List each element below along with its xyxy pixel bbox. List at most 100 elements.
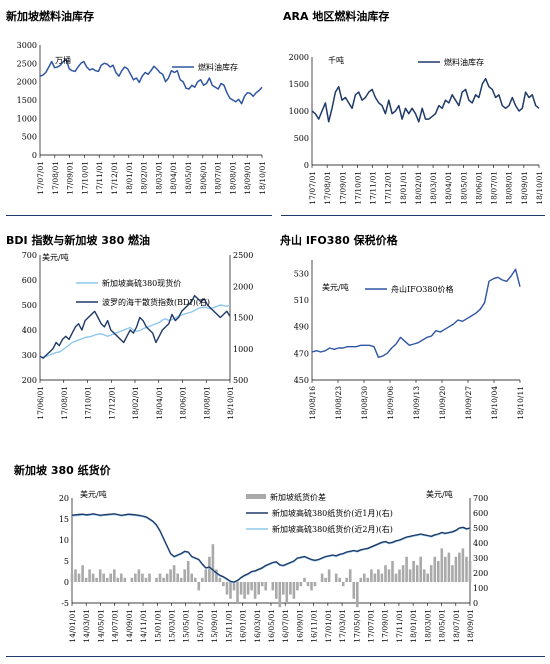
c2-ytick-3: 1500	[289, 80, 309, 89]
c3-right-ytick-2: 1500	[233, 314, 253, 323]
c5-xtick-19: 17/03/01	[338, 609, 347, 643]
c5-bar-110	[458, 552, 461, 582]
c5-bar-98	[415, 565, 419, 582]
c1-xtick-6: 18/01/01	[125, 161, 134, 195]
c5-bar-42	[218, 577, 222, 582]
panel-title-bdi-vs-sg380: BDI 指数与新加坡 380 燃油	[6, 234, 151, 247]
c5-bar-30	[176, 573, 179, 582]
panel-title-zhoushan-ifo380: 舟山 IFO380 保税价格	[280, 234, 398, 247]
c3-xtick-3: 17/12/01	[107, 386, 116, 420]
c5-xtick-0: 14/01/01	[68, 609, 77, 643]
c5-bar-82	[359, 577, 363, 582]
c5-bar-85	[370, 569, 373, 582]
c3-legend-bdi-label: 波罗的海干散货指数(BDI)(右)	[102, 297, 210, 307]
c2-unit-label: 千吨	[328, 55, 344, 65]
c5-bar-95	[405, 556, 408, 582]
c5-bar-31	[179, 577, 183, 582]
c2-xtick-8: 18/03/01	[429, 171, 438, 205]
c5-xtick-23: 17/11/01	[395, 609, 404, 643]
c5-bar-106	[444, 556, 447, 582]
c5-bar-79	[348, 569, 352, 582]
c5-bar-12	[113, 569, 116, 582]
c5-bar-32	[183, 569, 186, 582]
c5-bar-69	[313, 582, 317, 587]
c3-right-ytick-4: 2500	[233, 251, 253, 260]
c5-bar-34	[190, 573, 193, 582]
c5-left-ytick-0: -5	[61, 599, 69, 608]
c1-xtick-5: 17/12/01	[110, 161, 119, 195]
c4-xtick-4: 18/09/13	[412, 386, 421, 420]
c2-xtick-10: 18/05/01	[459, 171, 468, 205]
c5-bar-37	[201, 577, 204, 582]
c2-xtick-9: 18/04/01	[444, 171, 453, 205]
c5-bar-43	[222, 582, 225, 587]
c5-xtick-14: 16/05/01	[267, 609, 276, 643]
c4-xtick-7: 18/10/04	[490, 386, 499, 420]
c4-ytick-2: 490	[294, 323, 309, 332]
c5-bar-87	[377, 569, 380, 582]
c1-xtick-2: 17/09/01	[66, 161, 75, 195]
c5-bar-91	[391, 561, 394, 582]
c5-bar-111	[461, 548, 465, 582]
c5-right-ytick-6: 600	[473, 509, 488, 518]
c5-bar-7	[95, 577, 98, 582]
c3-legend-sg380-label: 新加坡高硫380现货价	[102, 278, 181, 288]
c5-bar-27	[165, 573, 169, 582]
c3-xtick-7: 18/08/01	[202, 386, 211, 420]
c5-xtick-17: 16/11/01	[310, 609, 319, 643]
c3-right-ytick-1: 1000	[233, 345, 253, 354]
c5-bar-62	[289, 582, 292, 595]
c1-ytick-5: 2500	[17, 59, 37, 68]
c5-unit-left: 美元/吨	[80, 489, 107, 499]
c3-series-bdi	[39, 294, 231, 359]
c5-right-ytick-0: 0	[473, 599, 478, 608]
c5-bar-53	[257, 582, 260, 595]
c5-xtick-16: 16/09/01	[295, 609, 304, 643]
c5-bar-58	[275, 582, 278, 599]
c5-bar-75	[334, 573, 338, 582]
c5-bar-19	[137, 569, 141, 582]
c5-xtick-25: 18/03/01	[423, 609, 432, 643]
c5-bar-112	[465, 556, 468, 582]
c5-bar-57	[271, 582, 275, 591]
c4-ytick-1: 470	[294, 349, 309, 358]
c5-xtick-1: 14/03/01	[82, 609, 91, 643]
c5-xtick-6: 15/01/01	[153, 609, 162, 643]
c5-bar-107	[447, 552, 451, 582]
c3-xtick-5: 18/04/01	[155, 386, 164, 420]
c4-xtick-1: 18/08/23	[334, 386, 343, 420]
c5-bar-6	[91, 573, 95, 582]
panel-title-sg-fuel-inventory: 新加坡燃料油库存	[6, 10, 94, 23]
c5-xtick-18: 17/01/01	[324, 609, 333, 643]
c5-bar-44	[225, 582, 229, 595]
c5-bar-80	[352, 582, 356, 599]
c1-ytick-4: 2000	[17, 78, 37, 87]
c1-xtick-8: 18/03/01	[154, 161, 163, 195]
c1-xtick-9: 18/04/01	[169, 161, 178, 195]
c5-bar-45	[229, 582, 232, 599]
c5-right-ytick-5: 500	[473, 524, 488, 533]
c1-xtick-0: 17/07/01	[36, 161, 45, 195]
c5-bar-46	[232, 582, 236, 591]
c5-right-ytick-4: 400	[473, 539, 488, 548]
c3-left-ytick-3: 500	[22, 301, 37, 310]
c2-xtick-7: 18/02/01	[414, 171, 423, 205]
c5-bar-109	[454, 556, 458, 582]
c3-xtick-8: 18/10/01	[226, 386, 235, 420]
c5-bar-14	[120, 573, 123, 582]
c1-xtick-4: 17/11/01	[95, 161, 104, 195]
c2-ytick-4: 2000	[289, 53, 309, 62]
c5-bar-9	[102, 573, 105, 582]
c5-bar-50	[246, 582, 250, 595]
c5-bar-21	[144, 577, 148, 582]
c3-right-ytick-0: 500	[233, 376, 248, 385]
c1-xtick-14: 18/09/01	[243, 161, 252, 195]
c5-bar-89	[384, 565, 387, 582]
c2-series-inventory	[311, 77, 540, 123]
rule-top-left	[6, 215, 272, 216]
c5-bar-96	[408, 569, 412, 582]
c5-right-ytick-3: 300	[473, 554, 488, 563]
c5-bar-77	[341, 582, 345, 587]
c4-xtick-8: 18/10/11	[516, 386, 525, 420]
c2-xtick-5: 17/12/01	[384, 171, 393, 205]
